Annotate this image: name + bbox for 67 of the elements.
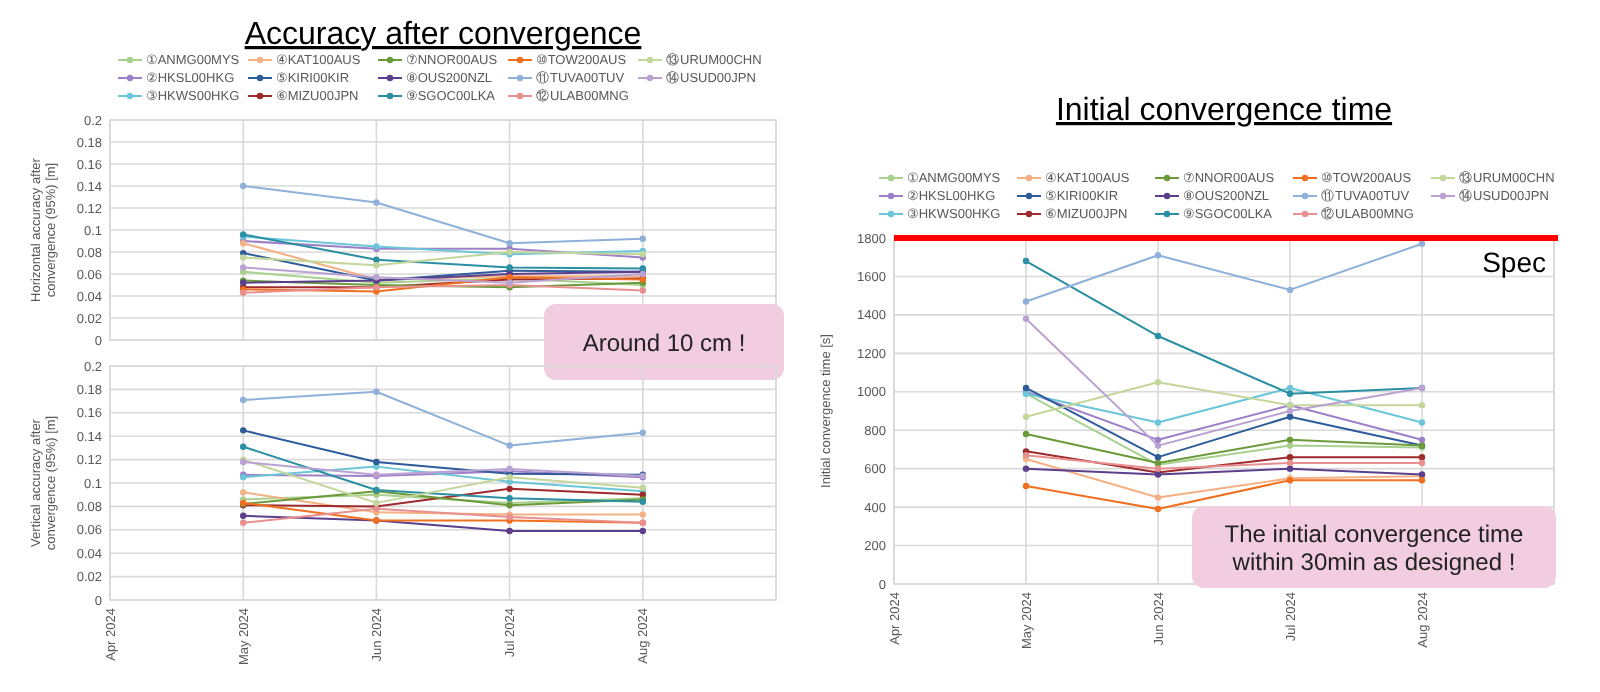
point [1418,436,1426,444]
point [1154,442,1162,449]
point [373,256,380,263]
point [1154,252,1162,259]
line-series [240,456,646,507]
point [1286,436,1294,444]
point [1154,505,1162,513]
point [1286,459,1294,467]
point [373,458,380,466]
point [1286,453,1294,461]
point [1154,378,1162,386]
chart-title: Accuracy after convergence [244,18,642,52]
annotation: Around 10 cm ! [582,328,746,357]
point [1418,459,1426,467]
point [1286,442,1294,449]
point [373,388,380,395]
point [373,262,380,269]
point [1286,390,1294,397]
point [240,489,247,496]
point [1286,384,1294,392]
point [1022,298,1030,305]
point [1022,482,1030,490]
point [639,511,646,518]
line-series [240,443,646,505]
point [639,429,646,436]
point [1022,413,1030,420]
point [1286,407,1294,415]
point [240,396,247,404]
point [240,427,247,434]
point [1418,453,1426,461]
point [1286,465,1294,472]
point [1022,465,1030,472]
point [1154,436,1162,444]
point [1286,286,1294,294]
point [506,495,513,502]
point [240,443,247,450]
point [506,240,513,247]
point [240,254,247,261]
point [1418,402,1426,409]
point [240,512,247,519]
point [1418,419,1426,426]
point [1022,315,1030,322]
point [1154,494,1162,501]
ref-line-label: Spec [1482,246,1546,278]
line-series [240,248,646,269]
point [506,442,513,449]
line-series [240,182,646,247]
point [639,235,646,242]
point [506,478,513,486]
point [639,287,646,294]
point [639,527,646,535]
point [240,519,247,526]
point [240,182,247,190]
point [1418,240,1426,247]
point [1286,413,1294,420]
point [1022,257,1030,265]
point [1154,453,1162,461]
point [506,485,513,493]
annotation: The initial convergence time within 30min as designed ! [1224,519,1525,576]
point [1154,332,1162,340]
line-series [240,458,646,480]
chart-title: Initial convergence time [1055,94,1393,128]
point [506,527,513,535]
point [1022,430,1030,438]
point [373,199,380,206]
point [1154,419,1162,426]
line-series [240,388,646,449]
